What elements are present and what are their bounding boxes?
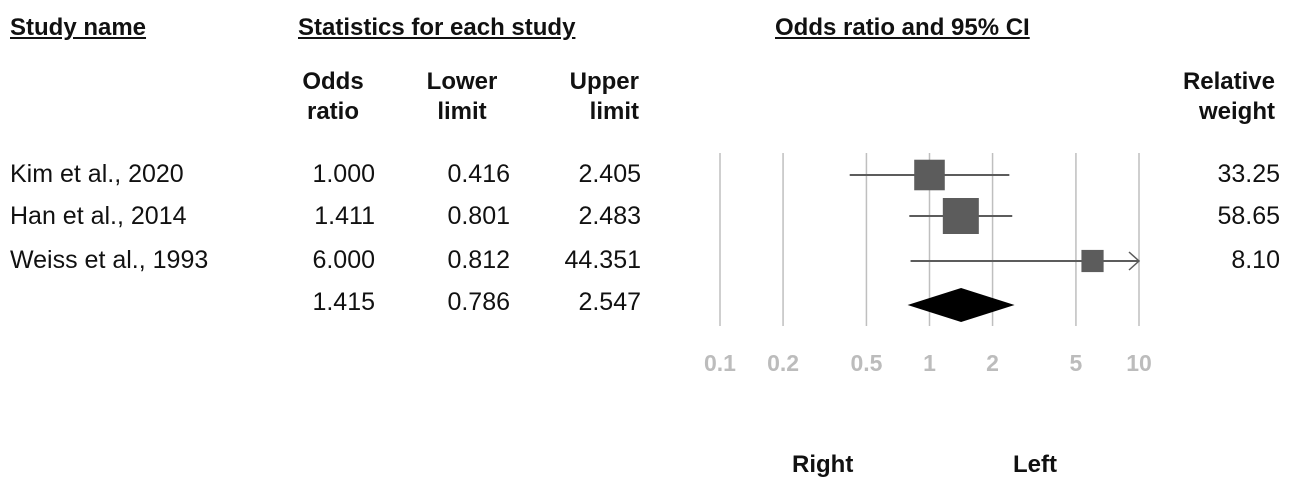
x-tick-label: 0.5 xyxy=(850,350,883,376)
study-lower-limit: 0.801 xyxy=(447,202,510,230)
relative-weight-header-line1: Relative xyxy=(1182,68,1275,95)
relative-weight-column-header: Relative weight xyxy=(1145,67,1275,127)
upper-limit-column-header: Upper limit xyxy=(539,67,639,127)
relative-weight-header-line2: weight xyxy=(1199,98,1275,125)
study-odds-ratio: 1.411 xyxy=(314,202,375,230)
x-tick-label: 0.1 xyxy=(704,350,736,376)
x-tick-label: 1 xyxy=(923,350,936,376)
study-relative-weight: 58.65 xyxy=(1217,202,1280,230)
lower-limit-column-header: Lower limit xyxy=(412,67,512,127)
study-name: Han et al., 2014 xyxy=(10,202,187,230)
study-lower-limit: 0.416 xyxy=(447,160,510,188)
summary-diamond xyxy=(907,288,1015,322)
study-marker xyxy=(1081,249,1104,273)
x-tick-label: 2 xyxy=(986,350,999,376)
summary-lower-limit: 0.786 xyxy=(447,288,510,316)
upper-limit-header-line1: Upper xyxy=(569,68,639,95)
study-lower-limit: 0.812 xyxy=(447,246,510,274)
upper-limit-header-line2: limit xyxy=(589,98,639,125)
x-tick-label: 5 xyxy=(1069,350,1083,376)
study-relative-weight: 33.25 xyxy=(1217,160,1280,188)
study-upper-limit: 2.483 xyxy=(578,202,641,230)
study-odds-ratio: 1.000 xyxy=(312,160,375,188)
summary-odds-ratio: 1.415 xyxy=(312,288,375,316)
odds-ratio-header-line2: ratio xyxy=(306,98,359,125)
study-odds-ratio: 6.000 xyxy=(312,246,375,274)
study-relative-weight: 8.10 xyxy=(1231,246,1280,274)
odds-ratio-header-line1: Odds xyxy=(302,68,364,95)
plot-title: Odds ratio and 95% CI xyxy=(775,14,1030,41)
study-marker xyxy=(914,159,945,191)
study-marker xyxy=(942,198,979,234)
study-name: Weiss et al., 1993 xyxy=(10,246,209,274)
favours-label-right: Left xyxy=(1013,451,1057,478)
study-upper-limit: 2.405 xyxy=(578,160,641,188)
summary-upper-limit: 2.547 xyxy=(578,288,641,316)
lower-limit-header-line2: limit xyxy=(437,98,487,125)
lower-limit-header-line1: Lower xyxy=(426,68,498,95)
x-tick-label: 0.2 xyxy=(767,350,800,376)
favours-label-left: Right xyxy=(792,451,854,478)
study-name-header: Study name xyxy=(10,14,147,41)
x-tick-label: 10 xyxy=(1126,350,1152,376)
study-upper-limit: 44.351 xyxy=(564,246,641,274)
ci-arrow xyxy=(1128,251,1141,271)
study-name: Kim et al., 2020 xyxy=(10,160,184,188)
odds-ratio-column-header: Odds ratio xyxy=(283,67,383,127)
statistics-header: Statistics for each study xyxy=(298,14,576,41)
